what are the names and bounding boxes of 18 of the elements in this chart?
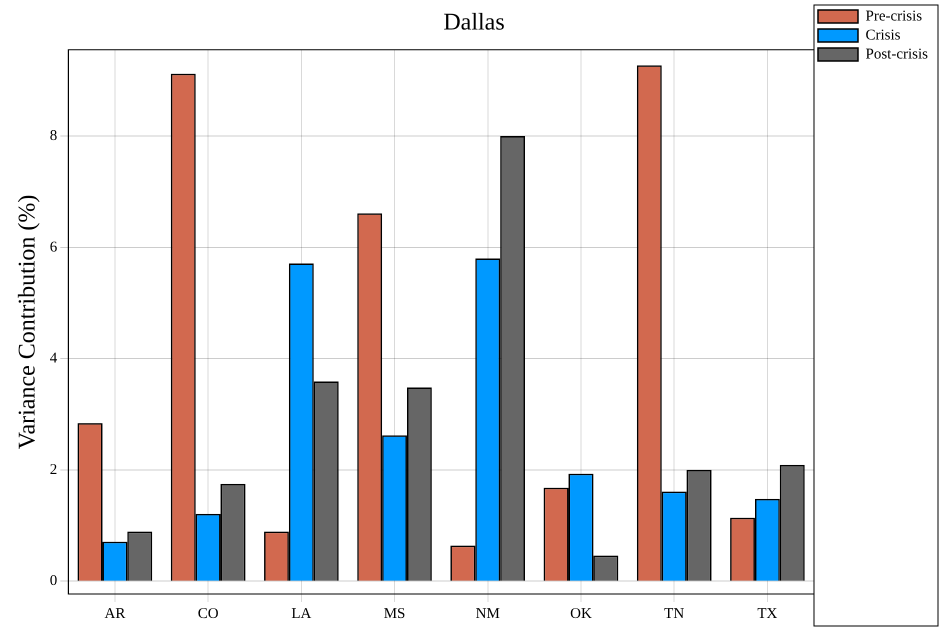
x-tick-label: AR	[104, 606, 126, 622]
y-tick-label: 6	[50, 239, 58, 256]
x-tick-label: TX	[757, 606, 778, 622]
y-tick-label: 4	[50, 350, 58, 367]
legend-label: Pre-crisis	[865, 8, 922, 24]
y-tick-label: 0	[50, 573, 58, 590]
x-tick-label: CO	[198, 606, 219, 622]
x-tick-label: TN	[664, 606, 684, 622]
x-tick-label: MS	[384, 606, 406, 622]
y-tick-label: 2	[50, 462, 58, 478]
chart-title: Dallas	[443, 10, 505, 36]
y-tick-label: 8	[50, 128, 58, 144]
legend-label: Post-crisis	[865, 46, 928, 62]
y-axis-title: Variance Contribution (%)	[14, 194, 41, 450]
x-tick-label: LA	[291, 606, 312, 622]
x-tick-label: NM	[476, 606, 500, 622]
x-tick-label: OK	[570, 606, 592, 622]
legend-label: Crisis	[865, 27, 901, 44]
